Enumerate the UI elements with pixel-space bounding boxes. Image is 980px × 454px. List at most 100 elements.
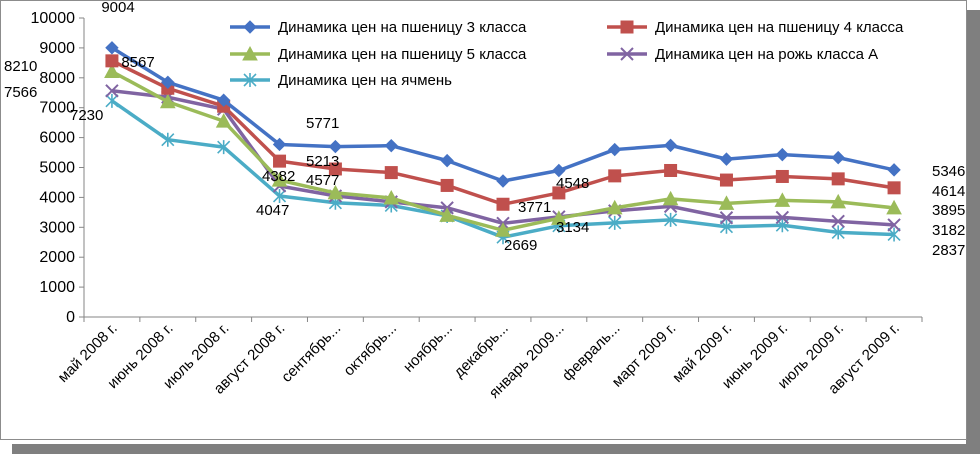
data-label: 4047 <box>256 202 289 219</box>
data-point <box>271 172 288 187</box>
data-point <box>663 138 678 153</box>
data-point <box>383 189 400 205</box>
data-point <box>496 197 510 211</box>
y-tick-label: 0 <box>66 309 75 326</box>
data-point <box>161 75 175 89</box>
data-point <box>608 169 622 183</box>
y-tick-label: 5000 <box>39 160 75 177</box>
data-point <box>664 212 678 227</box>
data-label: 7230 <box>70 107 103 124</box>
data-point <box>327 184 344 200</box>
data-point <box>105 93 119 108</box>
data-label: 2669 <box>504 237 537 254</box>
data-point <box>775 147 790 162</box>
x-tick-label: октябрь... <box>340 320 400 380</box>
data-point <box>719 173 733 187</box>
legend-marker <box>243 20 257 34</box>
data-point <box>831 225 845 240</box>
chart-shadow-bottom <box>12 444 972 454</box>
data-point <box>830 193 847 209</box>
data-point <box>831 172 845 186</box>
data-point <box>496 174 510 188</box>
data-label: 8210 <box>4 58 37 75</box>
legend-label: Динамика цен на рожь класса А <box>655 46 878 63</box>
data-point <box>273 154 287 168</box>
data-label: 5771 <box>306 115 339 132</box>
data-point <box>608 142 622 157</box>
y-tick-label: 7000 <box>39 100 75 117</box>
data-point <box>215 113 232 128</box>
data-point <box>831 214 845 229</box>
y-tick-label: 1000 <box>39 279 75 296</box>
data-point <box>552 163 566 178</box>
data-label: 4382 <box>262 168 295 185</box>
data-point <box>606 199 623 215</box>
data-point <box>719 211 734 225</box>
data-point <box>662 190 679 206</box>
chart-shadow-right <box>966 10 980 454</box>
data-point <box>272 188 287 203</box>
legend-item-2: Динамика цен на пшеницу 4 класса <box>607 19 904 36</box>
data-label: 5213 <box>306 153 339 170</box>
data-point <box>384 138 398 153</box>
data-point <box>831 150 845 165</box>
data-label: 3895 <box>932 202 965 219</box>
data-point <box>664 163 678 177</box>
data-point <box>608 215 622 230</box>
data-label: 4548 <box>556 175 589 192</box>
data-label: 3771 <box>518 199 551 216</box>
data-point <box>384 166 398 180</box>
data-label: 4614 <box>932 183 965 200</box>
data-point <box>551 210 567 225</box>
data-point <box>105 54 119 68</box>
legend-label: Динамика цен на пшеницу 3 класса <box>278 19 527 36</box>
data-point <box>775 210 790 225</box>
legend-item-1: Динамика цен на пшеницу 3 класса <box>230 19 527 36</box>
series-3 <box>104 63 902 237</box>
data-point <box>328 162 342 176</box>
legend-item-3: Динамика цен на пшеницу 5 класса <box>230 45 527 63</box>
data-point <box>440 153 454 168</box>
data-label: 8567 <box>121 54 154 71</box>
data-point <box>328 139 343 154</box>
legend-label: Динамика цен на ячмень <box>278 72 452 89</box>
data-labels: 9004 5771 4548 5346 8567 5213 3771 4614 8210 4577… <box>4 0 965 259</box>
data-point <box>217 140 231 155</box>
data-label: 3182 <box>932 222 965 239</box>
y-tick-label: 9000 <box>39 40 75 57</box>
data-point <box>718 195 735 210</box>
data-point <box>774 192 791 207</box>
series-1 <box>105 41 901 188</box>
series-lines <box>104 41 902 245</box>
y-tick-label: 6000 <box>39 130 75 147</box>
x-tick-label: сентябрь... <box>278 320 344 386</box>
y-tick-label: 3000 <box>39 219 75 236</box>
data-label: 5346 <box>932 163 965 180</box>
data-point <box>887 218 901 232</box>
data-point <box>887 227 901 242</box>
data-point <box>552 186 566 200</box>
y-tick-label: 2000 <box>39 249 75 266</box>
legend-marker <box>620 20 634 34</box>
data-point <box>439 207 455 222</box>
data-point <box>272 137 287 152</box>
data-point <box>105 84 119 98</box>
y-tick-label: 4000 <box>39 189 75 206</box>
legend-marker <box>620 47 634 61</box>
data-label: 4577 <box>306 172 339 189</box>
legend-label: Динамика цен на пшеницу 4 класса <box>655 19 904 36</box>
legend-label: Динамика цен на пшеницу 5 класса <box>278 46 527 63</box>
y-tick-label: 10000 <box>31 10 76 27</box>
data-point <box>887 181 901 195</box>
data-point <box>440 178 454 192</box>
data-point <box>719 152 734 166</box>
legend-marker <box>243 73 257 87</box>
data-point <box>775 169 789 183</box>
data-point <box>495 222 511 237</box>
x-tick-label: ноябрь... <box>400 320 456 376</box>
y-tick-label: 8000 <box>39 70 75 87</box>
data-label: 7566 <box>4 84 37 101</box>
data-label: 3134 <box>556 219 589 236</box>
data-label: 2837 <box>932 242 965 259</box>
